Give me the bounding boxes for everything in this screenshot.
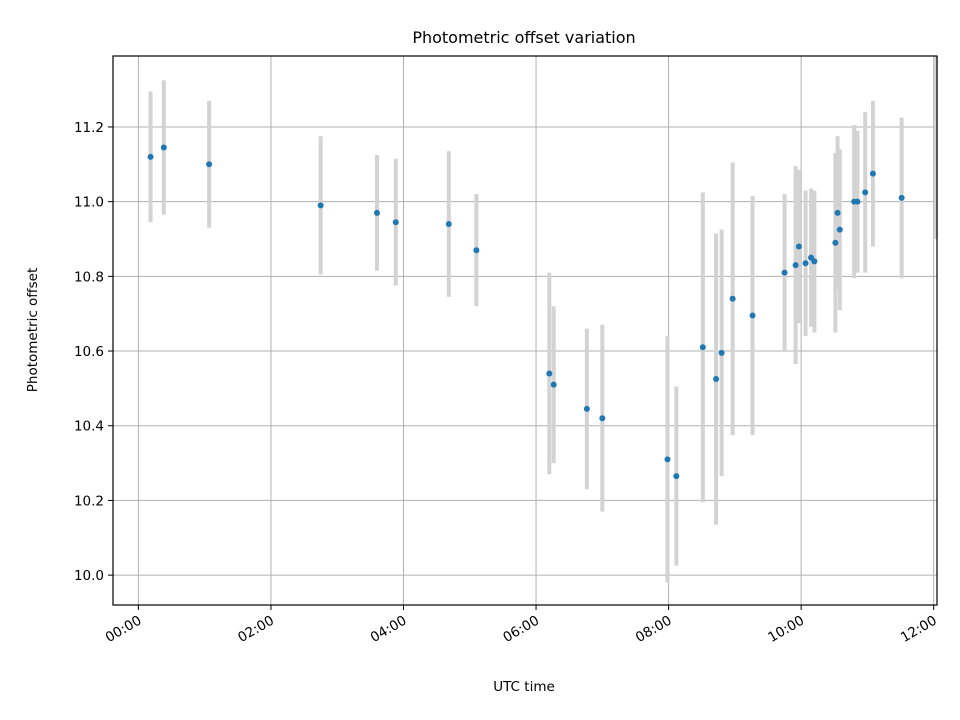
y-tick-label: 10.2 (74, 493, 104, 509)
data-point (792, 262, 799, 269)
data-point (546, 370, 553, 377)
data-point (206, 161, 213, 168)
x-tick-label: 00:00 (103, 613, 145, 646)
data-point (583, 405, 590, 412)
data-point (550, 381, 557, 388)
data-point (392, 219, 399, 226)
data-point (664, 456, 671, 463)
data-point (869, 170, 876, 177)
data-point (898, 194, 905, 201)
data-point (834, 209, 841, 216)
data-point (729, 295, 736, 302)
x-axis-label: UTC time (493, 679, 555, 695)
plot-frame (112, 55, 938, 606)
data-point (699, 344, 706, 351)
data-point (802, 260, 809, 267)
y-tick-label: 10.8 (74, 269, 104, 285)
data-point (599, 415, 606, 422)
data-point (854, 198, 861, 205)
x-tick-label: 02:00 (235, 613, 277, 646)
y-tick-label: 10.6 (74, 344, 104, 360)
x-tick-label: 08:00 (633, 613, 675, 646)
data-point (713, 376, 720, 383)
y-tick-label: 11.0 (74, 195, 104, 211)
data-point (836, 226, 843, 233)
x-tick-label: 06:00 (500, 613, 542, 646)
y-axis: 10.0 10.2 10.4 10.6 10.8 11.0 11.2 (74, 120, 113, 584)
data-point (718, 349, 725, 356)
data-point (862, 189, 869, 196)
error-bars (148, 56, 938, 583)
data-point (673, 473, 680, 480)
x-tick-label: 12:00 (898, 613, 940, 646)
y-tick-label: 11.2 (74, 120, 104, 136)
data-point (373, 209, 380, 216)
data-point (147, 153, 154, 160)
y-tick-label: 10.0 (74, 568, 104, 584)
x-tick-label: 04:00 (368, 613, 410, 646)
data-point (795, 243, 802, 250)
chart-title: Photometric offset variation (412, 28, 635, 47)
data-point (160, 144, 167, 151)
data-point (473, 247, 480, 254)
data-points (147, 144, 905, 480)
data-point (749, 312, 756, 319)
y-tick-label: 10.4 (74, 419, 104, 435)
data-point (317, 202, 324, 209)
data-point (811, 258, 818, 265)
data-point (832, 239, 839, 246)
data-point (781, 269, 788, 276)
y-axis-label: Photometric offset (25, 268, 41, 392)
x-tick-label: 10:00 (765, 613, 807, 646)
data-point (445, 221, 452, 228)
x-axis: 00:00 02:00 04:00 06:00 08:00 10:00 12:00 (103, 605, 940, 646)
